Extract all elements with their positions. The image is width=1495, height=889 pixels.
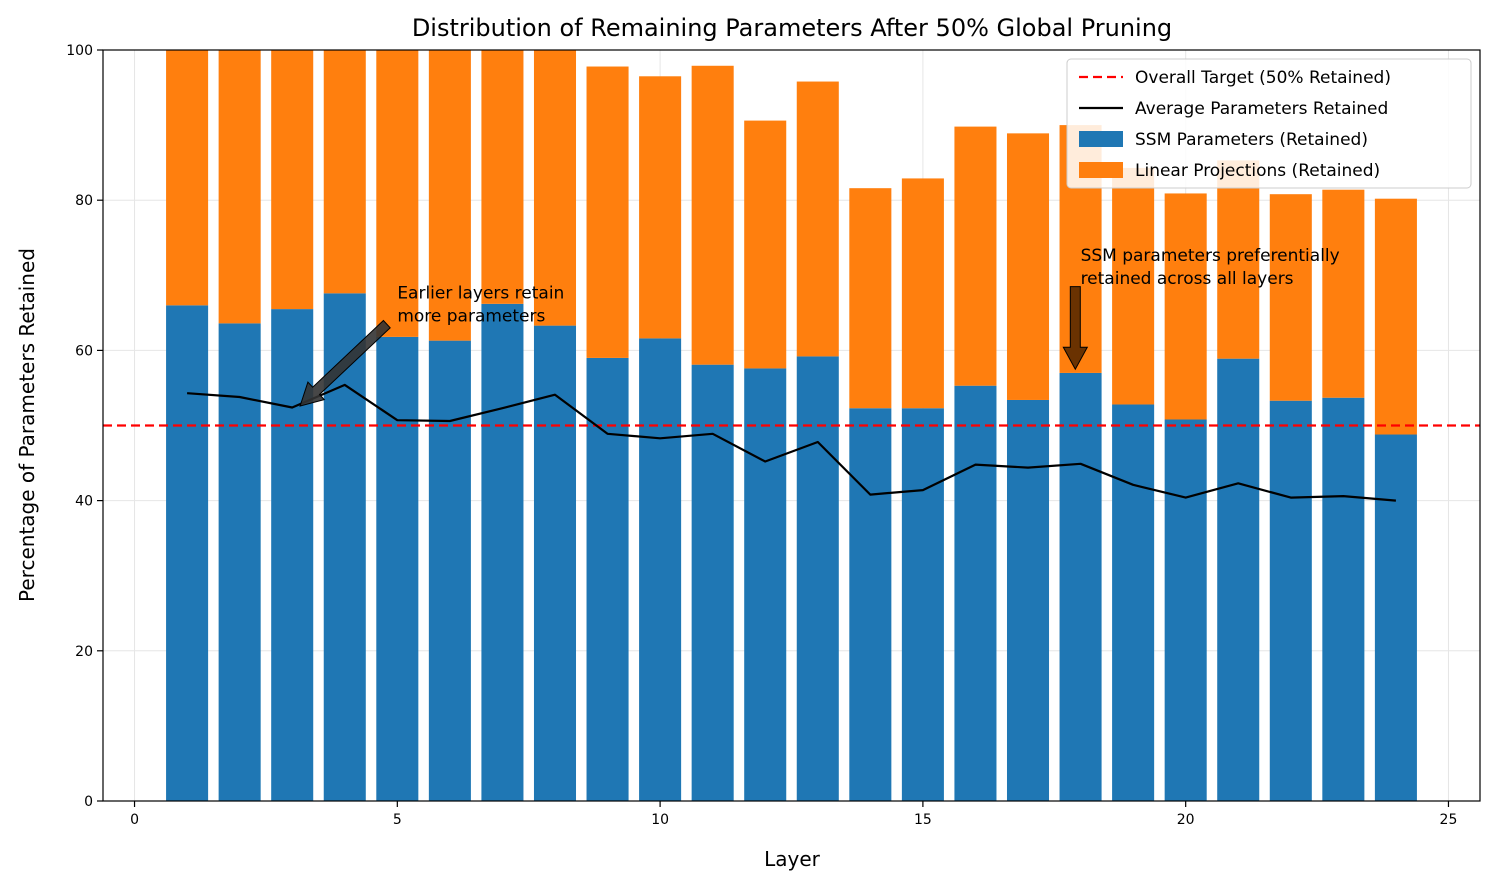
linear-projection-bar xyxy=(481,50,524,304)
y-tick-label: 40 xyxy=(75,494,93,510)
linear-projection-bar xyxy=(428,50,471,341)
legend-label: SSM Parameters (Retained) xyxy=(1135,130,1368,150)
ssm-bar xyxy=(1059,372,1102,801)
linear-projection-bar xyxy=(533,50,577,326)
y-tick-label: 60 xyxy=(75,343,93,359)
ssm-bar xyxy=(271,309,314,801)
ssm-bar xyxy=(1322,397,1365,801)
y-tick-label: 20 xyxy=(75,644,93,660)
ssm-bar xyxy=(1006,399,1050,801)
average-retained-line xyxy=(187,383,1396,502)
bar-series-group xyxy=(166,50,1417,801)
linear-projection-bar xyxy=(1112,167,1155,405)
y-axis-label: Percentage of Parameters Retained xyxy=(15,248,39,602)
annotation-text-2: SSM parameters preferentially xyxy=(1081,246,1340,266)
average-line-group xyxy=(187,383,1396,502)
ssm-bar xyxy=(1269,400,1312,801)
ssm-bar xyxy=(691,364,734,801)
y-tick-label: 0 xyxy=(84,794,93,810)
x-tick-label: 25 xyxy=(1440,812,1458,828)
ssm-bar xyxy=(639,338,682,801)
linear-projection-bar xyxy=(849,188,892,409)
legend-label: Linear Projections (Retained) xyxy=(1135,161,1380,181)
ssm-bar xyxy=(1164,419,1207,801)
x-tick-label: 20 xyxy=(1177,812,1195,828)
linear-projection-bar xyxy=(166,50,209,306)
ssm-bar xyxy=(376,336,419,801)
linear-projection-bar xyxy=(218,50,261,324)
ssm-bar xyxy=(1374,434,1417,801)
linear-projection-bar xyxy=(1374,198,1417,435)
annotation-text-1: more parameters xyxy=(397,306,545,326)
linear-projection-bar xyxy=(1006,133,1050,400)
legend-swatch-bar xyxy=(1079,131,1123,147)
linear-projection-bar xyxy=(586,66,629,358)
ssm-bar xyxy=(744,368,787,801)
annotations-group: Earlier layers retain more parameters SSM … xyxy=(299,246,1340,407)
linear-projection-bar xyxy=(744,120,787,369)
legend-label: Overall Target (50% Retained) xyxy=(1135,68,1391,88)
annotation-arrow-1 xyxy=(299,319,391,407)
ssm-bar xyxy=(849,408,892,801)
linear-projection-bar xyxy=(1269,194,1312,401)
y-tick-label: 80 xyxy=(75,193,93,209)
y-axis-ticks: 0 20 40 60 80 100 xyxy=(66,43,103,810)
ssm-bar xyxy=(901,408,944,801)
ssm-bar xyxy=(428,340,471,801)
plot-frame xyxy=(102,49,1481,802)
x-axis-ticks: 0 5 10 15 20 25 xyxy=(130,801,1457,828)
linear-projection-bar xyxy=(796,81,839,357)
linear-projection-bar xyxy=(691,65,734,365)
x-tick-label: 15 xyxy=(914,812,932,828)
ssm-bar xyxy=(1217,358,1260,801)
linear-projection-bar xyxy=(376,50,419,337)
legend-swatch-bar xyxy=(1079,162,1123,178)
linear-projection-bar xyxy=(901,178,944,409)
ssm-bar xyxy=(481,303,524,801)
linear-projection-bar xyxy=(1164,193,1207,420)
x-tick-label: 5 xyxy=(393,812,402,828)
linear-projection-bar xyxy=(954,126,997,386)
x-tick-label: 10 xyxy=(651,812,669,828)
ssm-bar xyxy=(218,323,261,801)
legend-box xyxy=(1066,58,1472,189)
annotation-text-1: Earlier layers retain xyxy=(397,283,564,303)
y-tick-label: 100 xyxy=(66,43,93,59)
annotation-text-2: retained across all layers xyxy=(1081,269,1294,289)
linear-projection-bar xyxy=(1322,189,1365,398)
legend-label: Average Parameters Retained xyxy=(1135,99,1388,119)
linear-projection-bar xyxy=(639,76,682,339)
annotation-arrow-2 xyxy=(1062,286,1089,371)
linear-projection-bar xyxy=(271,50,314,310)
legend: Overall Target (50% Retained) Average Par… xyxy=(1066,58,1472,189)
ssm-bar xyxy=(166,305,209,801)
linear-projection-bar xyxy=(323,50,366,294)
x-tick-label: 0 xyxy=(130,812,139,828)
linear-projection-bar xyxy=(1217,160,1260,359)
chart-title: Distribution of Remaining Parameters Aft… xyxy=(412,14,1172,42)
ssm-bar xyxy=(1112,404,1155,801)
ssm-bar xyxy=(796,356,839,801)
ssm-bar xyxy=(586,357,629,801)
x-axis-label: Layer xyxy=(764,847,821,871)
ssm-bar xyxy=(954,385,997,801)
ssm-bar xyxy=(533,325,577,801)
